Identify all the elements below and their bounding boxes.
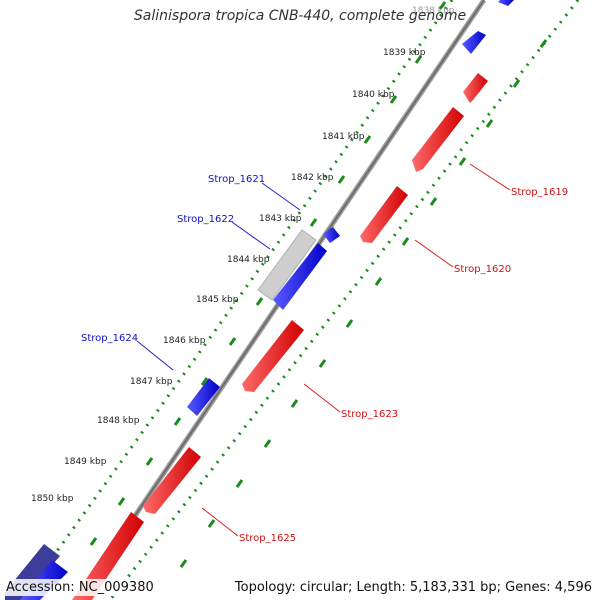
kbp-label: 1843 kbp bbox=[259, 214, 302, 224]
gene-arrow-reverse[interactable] bbox=[412, 107, 464, 172]
reverse-genes bbox=[72, 73, 488, 600]
gene-arrow-reverse[interactable] bbox=[463, 73, 488, 103]
gene-arrow-forward[interactable] bbox=[498, 0, 514, 6]
gene-label-reverse[interactable]: Strop_1625 bbox=[239, 533, 296, 544]
kbp-label: 1838 kbp bbox=[412, 6, 455, 16]
kbp-label: 1845 kbp bbox=[196, 295, 239, 305]
gene-arrow-reverse[interactable] bbox=[242, 320, 304, 392]
kbp-label: 1850 kbp bbox=[31, 494, 74, 504]
gene-arrow-forward[interactable] bbox=[273, 243, 327, 310]
kbp-label: 1844 kbp bbox=[227, 255, 270, 265]
gene-arrow-reverse[interactable] bbox=[143, 447, 201, 514]
kbp-label: 1849 kbp bbox=[64, 457, 107, 467]
kbp-label: 1848 kbp bbox=[97, 416, 140, 426]
gene-arrow-forward[interactable] bbox=[187, 378, 220, 416]
kbp-label: 1847 kbp bbox=[130, 377, 173, 387]
map-title: Salinispora tropica CNB-440, complete ge… bbox=[133, 8, 467, 24]
kbp-label: 1840 kbp bbox=[352, 90, 395, 100]
forward-tick-track bbox=[20, 0, 454, 600]
gene-label-reverse[interactable]: Strop_1620 bbox=[454, 264, 511, 275]
gene-label-reverse[interactable]: Strop_1623 bbox=[341, 409, 398, 420]
kbp-label: 1842 kbp bbox=[291, 173, 334, 183]
kbp-label: 1846 kbp bbox=[163, 336, 206, 346]
gene-callouts bbox=[136, 163, 511, 537]
gene-arrow-forward[interactable] bbox=[323, 227, 340, 243]
gene-label-forward[interactable]: Strop_1621 bbox=[208, 174, 265, 185]
kbp-label: 1839 kbp bbox=[383, 48, 426, 58]
gene-label-forward[interactable]: Strop_1624 bbox=[81, 333, 138, 344]
gene-arrow-forward bbox=[257, 229, 317, 301]
gene-arrow-reverse[interactable] bbox=[360, 186, 408, 243]
reverse-track-ticks bbox=[179, 39, 548, 568]
gene-label-reverse[interactable]: Strop_1619 bbox=[511, 187, 568, 198]
gene-label-forward[interactable]: Strop_1622 bbox=[177, 214, 234, 225]
accession-label: Accession: NC_009380 bbox=[4, 579, 156, 596]
genome-summary: Topology: circular; Length: 5,183,331 bp… bbox=[232, 579, 594, 596]
kbp-label: 1841 kbp bbox=[322, 132, 365, 142]
gene-arrow-reverse[interactable] bbox=[72, 512, 144, 600]
reverse-tick-track bbox=[108, 0, 580, 600]
kbp-ticks bbox=[89, 1, 447, 546]
gene-arrow-forward[interactable] bbox=[462, 31, 486, 54]
